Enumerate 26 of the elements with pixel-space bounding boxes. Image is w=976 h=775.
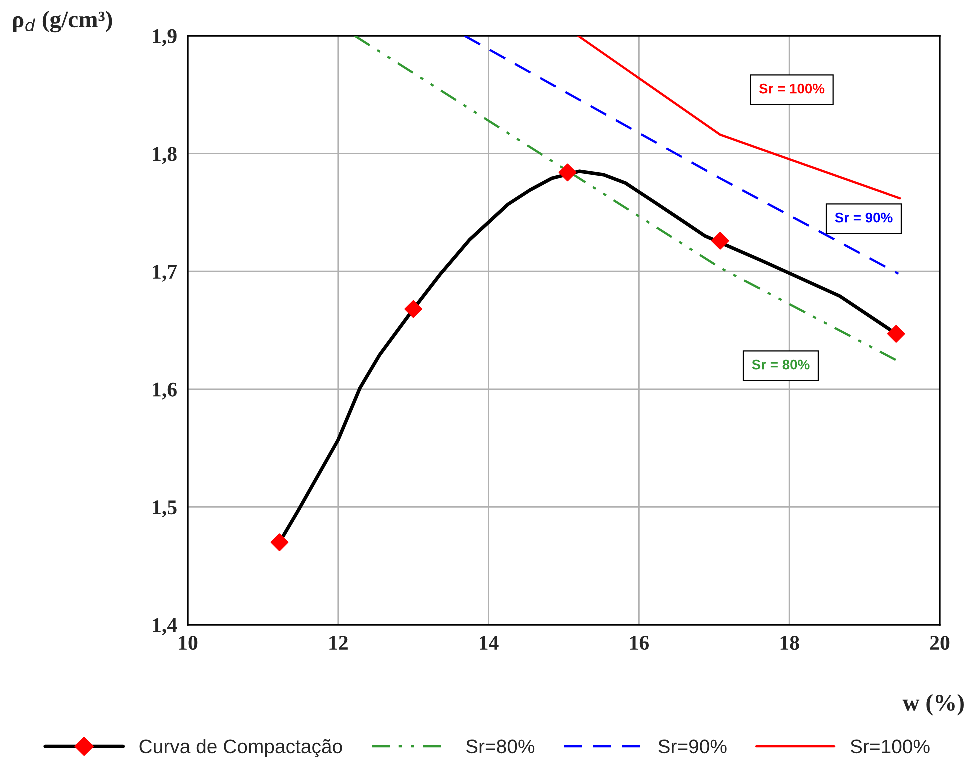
point: [887, 325, 906, 343]
x-tick-label: 20: [930, 636, 950, 650]
annotation: Sr = 80%: [752, 360, 810, 370]
point: [404, 300, 423, 318]
y-tick-label: 1,7: [153, 265, 178, 282]
annotation: Sr = 100%: [759, 84, 825, 94]
point: [712, 232, 730, 250]
y-tick-label: 1,6: [153, 382, 177, 400]
point: [270, 534, 289, 552]
y-tick-label: 1,4: [153, 618, 178, 636]
x-tick-label: 14: [480, 636, 499, 650]
x-axis-title: w (%): [902, 694, 964, 716]
y-tick-label: 1,5: [153, 500, 177, 518]
y-tick-label: 1,9: [153, 29, 177, 46]
x-tick-label: 10: [179, 636, 198, 650]
y-tick-label: 1,8: [153, 147, 177, 164]
x-tick-label: 16: [630, 636, 650, 650]
y-axis-title: ρ$_{d}$ (g/cm³): [13, 11, 112, 33]
legend-label: Curva de Compactação: [140, 739, 342, 758]
legend-label: Sr=80%: [466, 740, 535, 754]
legend-label: Sr=100%: [850, 740, 930, 754]
annotation: Sr = 90%: [835, 212, 893, 223]
legend-label: Sr=90%: [658, 740, 727, 754]
point: [558, 164, 577, 182]
x-tick-label: 12: [330, 636, 348, 650]
x-tick-label: 18: [780, 636, 800, 650]
